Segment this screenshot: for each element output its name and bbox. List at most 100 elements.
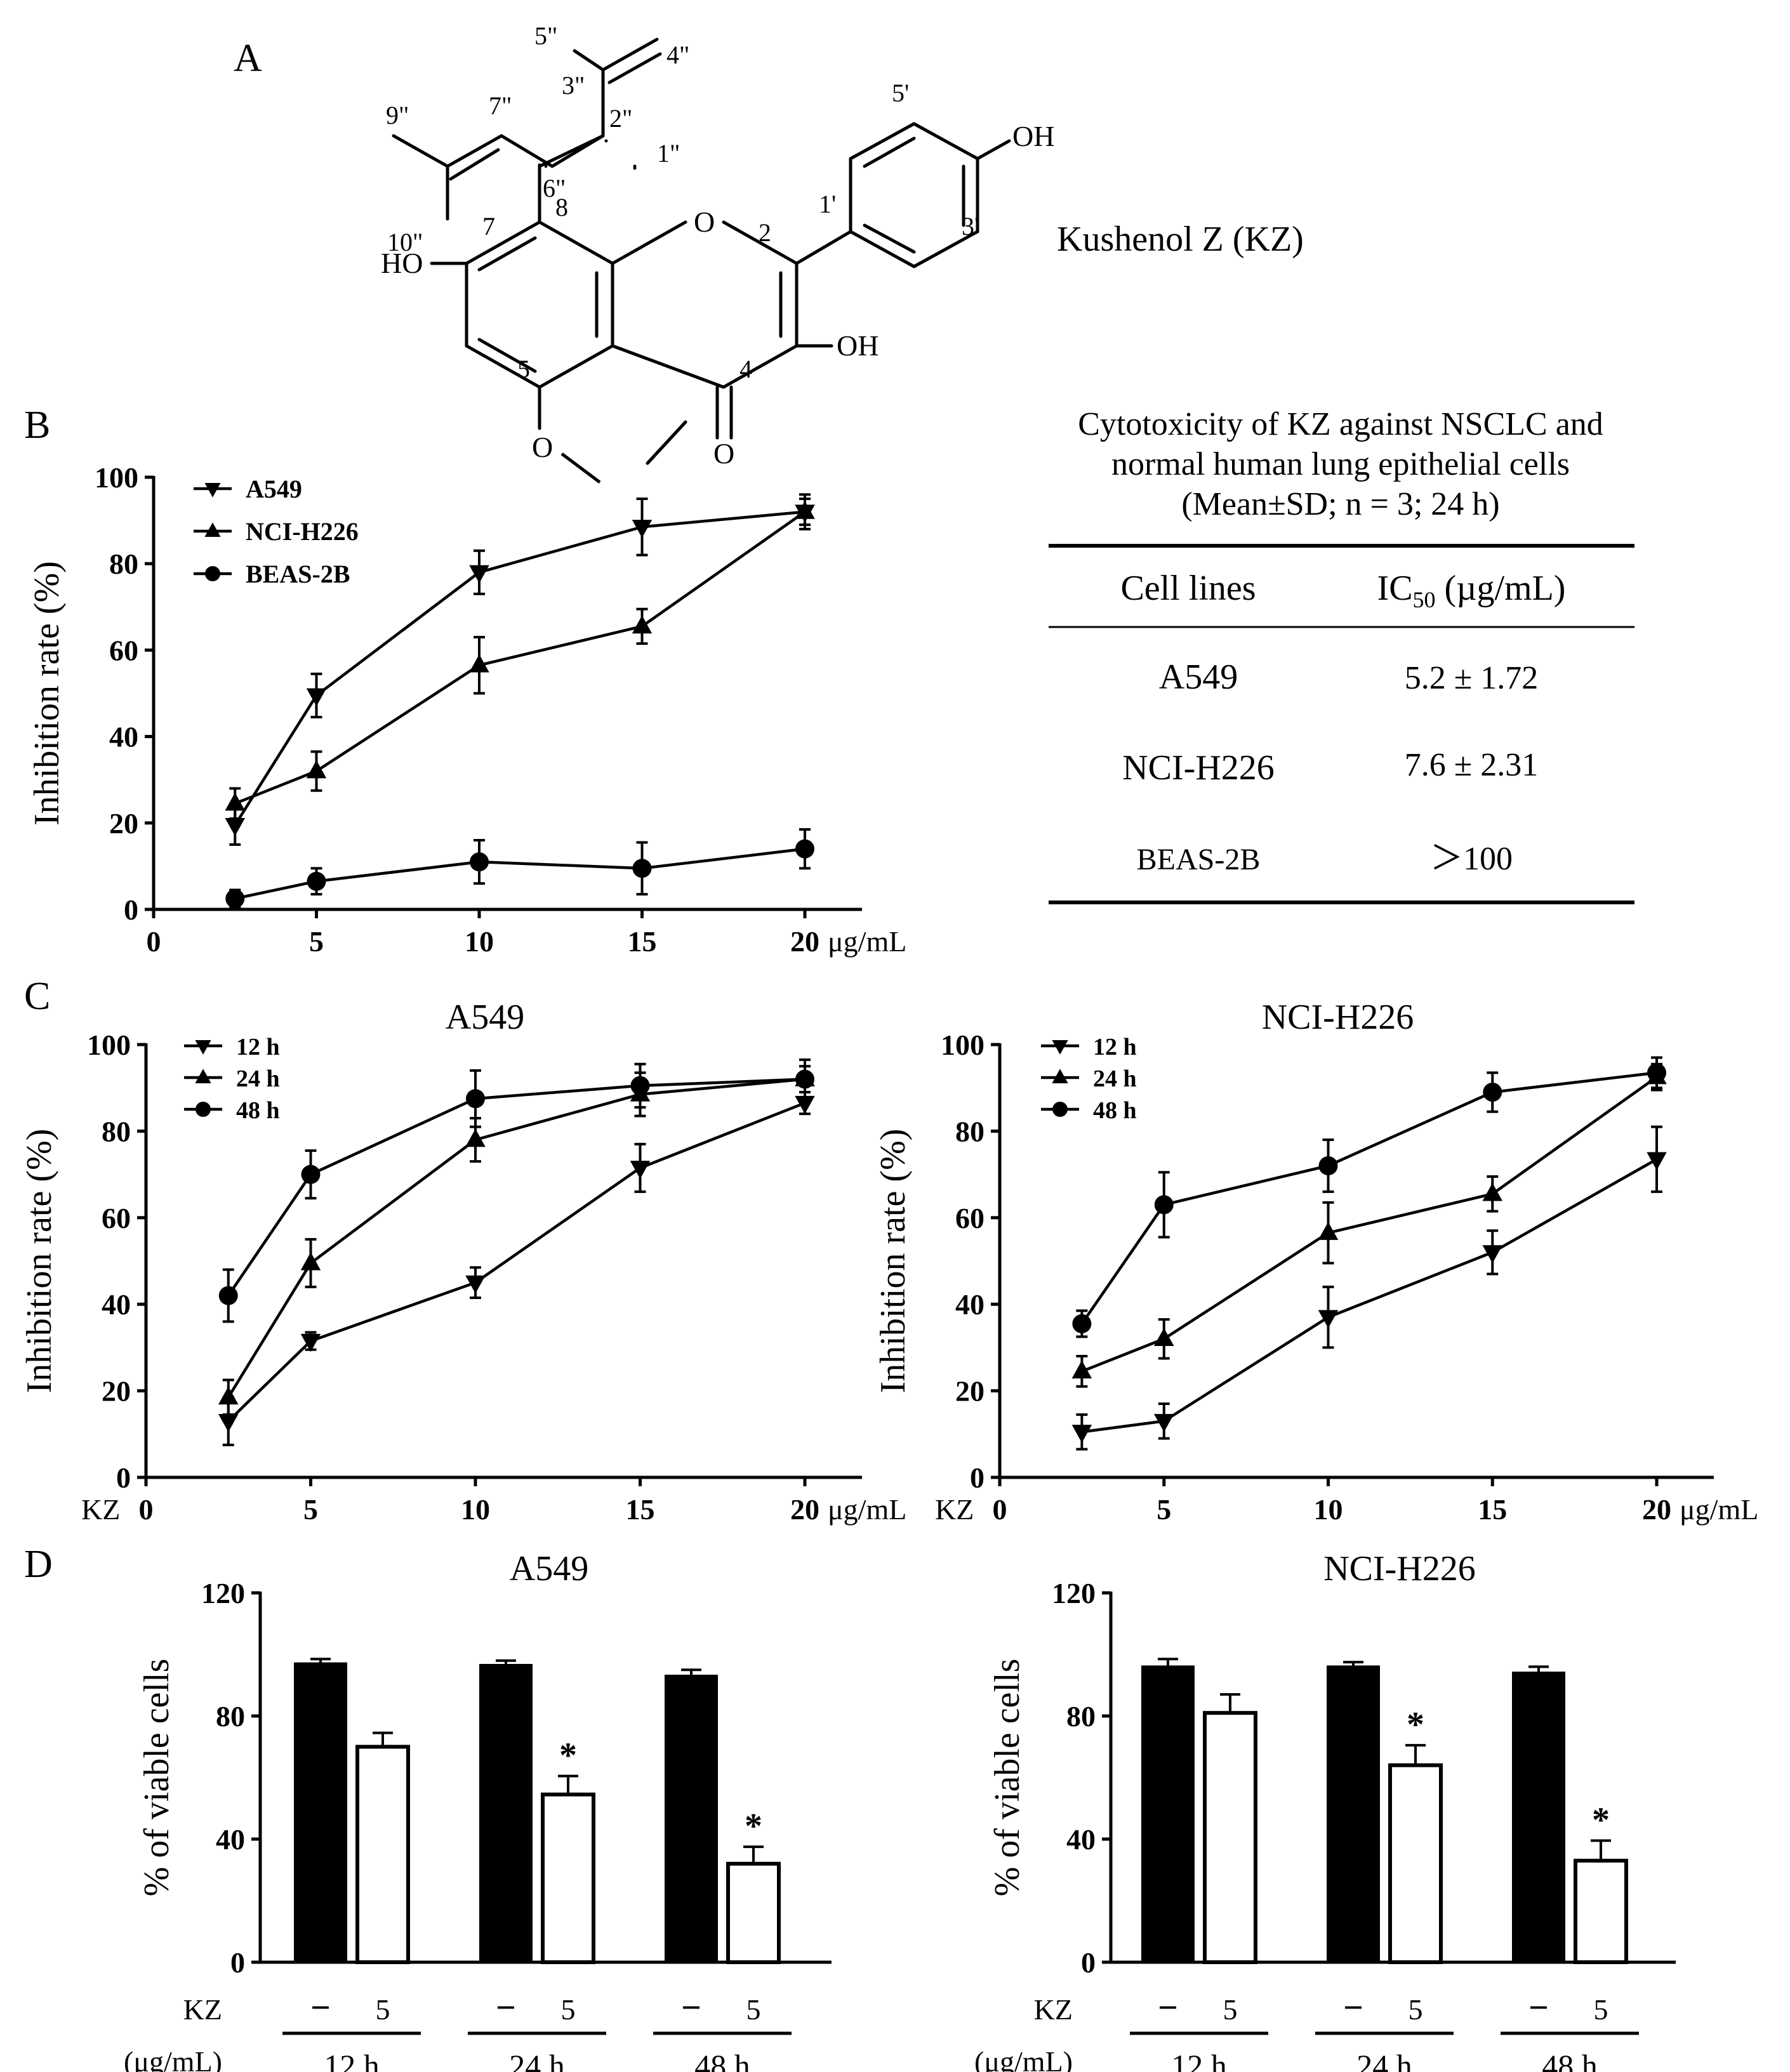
marker-circle <box>1647 1063 1666 1083</box>
x-axis-prefix: KZ <box>935 1493 974 1526</box>
x-tick-label: 10 <box>465 925 494 958</box>
marker-triangle-up <box>204 522 221 537</box>
bar-chart-d-a549: 0 40 80 120 % of viable cells A549 − 5 12 h * − 5 24… <box>124 1549 832 2072</box>
dose-label-treated: 5 <box>1594 1993 1608 2026</box>
marker-triangle-up <box>218 1386 239 1405</box>
y-axis-label: Inhibition rate (%) <box>873 1129 913 1394</box>
legend-label: 48 h <box>1093 1097 1137 1124</box>
bar-treated <box>1388 1763 1443 1965</box>
x-tick-label: 15 <box>626 1493 655 1526</box>
label-7: 7 <box>482 212 495 241</box>
legend-label: 24 h <box>1093 1066 1137 1092</box>
marker-circle <box>632 859 652 878</box>
label-2pp: 2" <box>609 104 632 133</box>
marker-triangle-down <box>1154 1414 1174 1432</box>
y-tick-label: 60 <box>109 634 138 666</box>
marker-triangle-up <box>225 792 245 811</box>
table-title-line-3: (Mean±SD; n = 3; 24 h) <box>1181 486 1499 522</box>
atom-methoxy-o: O <box>532 431 553 463</box>
y-axis-label: Inhibition rate (%) <box>20 1129 59 1394</box>
table-row-ic50: 7.6 ± 2.31 <box>1405 747 1539 783</box>
y-tick-label: 40 <box>955 1288 984 1321</box>
label-7pp: 7" <box>489 91 512 120</box>
bar-treated <box>1574 1858 1628 1964</box>
y-tick-label: 80 <box>955 1115 984 1147</box>
y-tick-label: 40 <box>102 1288 131 1321</box>
y-tick-label: 80 <box>109 548 138 580</box>
bar-control <box>1512 1672 1565 1964</box>
x-tick-label: 10 <box>1314 1493 1343 1526</box>
marker-triangle-up <box>195 1069 211 1083</box>
marker-circle <box>218 1286 238 1305</box>
x-tick-label: 5 <box>1157 1493 1171 1526</box>
marker-circle <box>1052 1102 1068 1117</box>
row-label: KZ <box>183 1993 222 2026</box>
series-line <box>1081 1076 1658 1373</box>
row-label: KZ <box>1034 1993 1073 2026</box>
x-tick-label: 20 <box>790 1493 819 1526</box>
dose-label-control: − <box>1158 1988 1178 2028</box>
x-axis-prefix: KZ <box>81 1493 120 1526</box>
panel-label-b: B <box>24 404 50 447</box>
marker-triangle-down <box>1071 1425 1092 1443</box>
significance-mark: * <box>1592 1800 1610 1840</box>
x-tick-label: 20 <box>790 925 819 958</box>
x-tick-label: 10 <box>461 1493 490 1526</box>
significance-mark: * <box>1407 1705 1424 1745</box>
chart-title: NCI-H226 <box>1262 998 1414 1037</box>
marker-triangle-up <box>300 1252 321 1270</box>
dose-label-control: − <box>496 1988 516 2028</box>
y-tick-label: 40 <box>1066 1823 1096 1856</box>
marker-circle <box>470 852 489 872</box>
legend-label: BEAS-2B <box>246 560 350 588</box>
bar-control <box>665 1674 718 1963</box>
y-tick-label: 40 <box>216 1823 245 1856</box>
marker-circle <box>630 1076 650 1095</box>
legend-label: 12 h <box>236 1034 280 1060</box>
unit-label: (μg/mL) <box>124 2045 222 2072</box>
y-tick-label: 20 <box>109 807 138 840</box>
chart-title: A549 <box>446 998 524 1037</box>
y-tick-label: 20 <box>955 1375 984 1408</box>
structure-labels: 5" 4" 3" 2" 1" 9" 7" 6" 10" 8 7 2 1' 5' … <box>386 22 979 383</box>
marker-triangle-down <box>632 520 653 538</box>
dose-label-treated: 5 <box>376 1993 390 2026</box>
y-axis-label: % of viable cells <box>137 1659 176 1897</box>
y-tick-label: 100 <box>95 461 138 494</box>
group-label: 48 h <box>694 2048 750 2072</box>
table-header-cell-lines: Cell lines <box>1120 569 1256 608</box>
legend-label: 12 h <box>1093 1034 1137 1060</box>
y-tick-label: 0 <box>1081 1946 1096 1979</box>
marker-triangle-up <box>465 1128 486 1147</box>
y-tick-label: 60 <box>955 1202 984 1234</box>
y-axis-label: Inhibition rate (%) <box>27 561 67 826</box>
marker-triangle-down <box>795 1095 815 1114</box>
marker-triangle-down <box>195 1040 211 1055</box>
marker-triangle-down <box>204 483 221 498</box>
ic50-unit: (µg/mL) <box>1436 569 1566 608</box>
atom-ring-o: O <box>694 206 715 238</box>
marker-triangle-down <box>465 1275 486 1294</box>
panel-label-a: A <box>234 37 262 80</box>
line-chart-c-nci-h226: 0 20 40 60 80 100 0 5 10 15 20 μg/mL KZ Inhibition ra… <box>873 998 1758 1526</box>
marker-triangle-up <box>306 760 327 779</box>
marker-circle <box>1318 1156 1338 1175</box>
series-line <box>234 510 806 805</box>
bar-control <box>479 1663 533 1964</box>
legend-label: 24 h <box>236 1066 280 1092</box>
label-2: 2 <box>759 218 771 247</box>
atom-ho: HO <box>381 247 423 279</box>
prenyl-chain <box>392 37 662 224</box>
ic50-main: IC <box>1377 569 1413 608</box>
marker-triangle-up <box>1482 1183 1502 1201</box>
marker-triangle-down <box>300 1333 321 1352</box>
significance-mark: * <box>745 1807 762 1846</box>
marker-circle <box>1154 1195 1174 1215</box>
label-3p: 3' <box>962 212 979 241</box>
legend-label: 48 h <box>236 1097 280 1124</box>
unit-label: (μg/mL) <box>974 2045 1073 2072</box>
label-9pp: 9" <box>386 101 409 129</box>
marker-circle <box>301 1165 321 1184</box>
bar-control <box>294 1662 347 1964</box>
y-tick-label: 60 <box>102 1202 131 1234</box>
